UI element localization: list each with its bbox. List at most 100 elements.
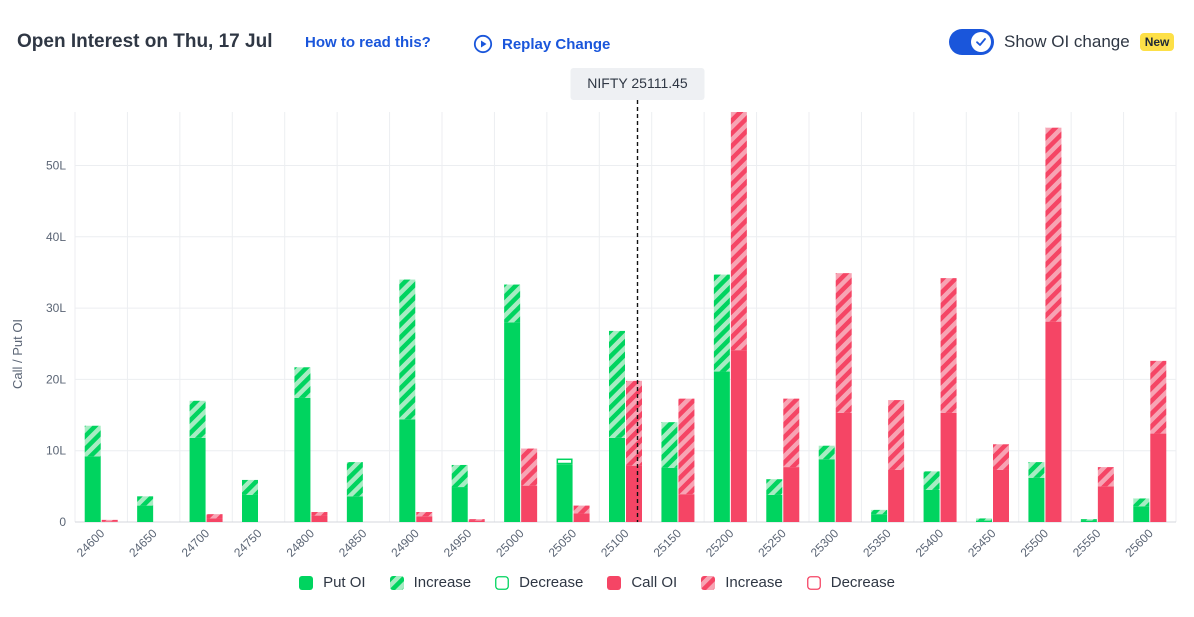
legend-label: Increase (725, 574, 783, 591)
page-title: Open Interest on Thu, 17 Jul (17, 31, 273, 52)
put-oi-bar (451, 487, 468, 522)
put-oi-increase-bar (137, 496, 154, 506)
put-oi-increase-bar (871, 509, 888, 515)
put-oi-bar (189, 437, 206, 522)
call-oi-bar (993, 469, 1009, 522)
put-oi-increase-bar (294, 367, 311, 398)
call-oi-increase-bar (468, 519, 485, 521)
put-oi-decrease-bar (556, 458, 573, 465)
call-oi-bar (888, 469, 905, 522)
x-tick-label: 25250 (755, 526, 789, 560)
spot-marker: NIFTY 25111.45 (570, 68, 705, 522)
put-oi-bar (661, 467, 678, 522)
call-oi-increase-bar (416, 512, 433, 517)
call-oi-increase-bar (1150, 360, 1167, 434)
legend-item[interactable]: Increase (701, 574, 783, 591)
show-oi-change-control: Show OI change New (949, 29, 1175, 55)
x-tick-label: 25100 (598, 526, 632, 560)
call-oi-increase-bar (940, 278, 957, 413)
put-oi-bar (818, 459, 835, 522)
y-tick-label: 20L (46, 372, 66, 386)
call-oi-bar (783, 467, 800, 522)
put-oi-bar (766, 494, 783, 522)
put-oi-bar (976, 520, 992, 522)
put-oi-increase-bar (609, 330, 625, 438)
x-tick-label: 24650 (126, 526, 160, 560)
replay-change-label: Replay Change (502, 35, 611, 53)
legend-item[interactable]: Increase (389, 574, 472, 591)
how-to-read-link[interactable]: How to read this? (305, 34, 431, 51)
new-badge: New (1139, 33, 1175, 51)
put-oi-bar (609, 437, 625, 522)
put-oi-bar (871, 514, 888, 522)
call-oi-bar (835, 412, 852, 522)
x-tick-label: 25150 (651, 526, 685, 560)
put-oi-increase-bar (1133, 498, 1150, 507)
call-oi-bar (1150, 433, 1167, 522)
x-tick-label: 24750 (231, 526, 265, 560)
legend-label: Call OI (631, 574, 678, 591)
grid-lines (74, 112, 1177, 523)
put-oi-increase-bar (1028, 462, 1045, 478)
show-oi-change-label: Show OI change (1004, 32, 1130, 51)
x-tick-label: 25300 (808, 526, 842, 560)
oi-bar-chart: 0 10L 20L 30L 40L 50L Call / Put OI 24600 2465… (10, 68, 1177, 560)
y-tick-label: 30L (46, 301, 66, 315)
legend-label: Decrease (519, 574, 584, 591)
replay-change-button[interactable]: Replay Change (473, 34, 610, 54)
call-oi-bar (730, 350, 747, 522)
x-tick-label: 25350 (860, 526, 894, 560)
call-oi-increase-bar (521, 448, 538, 486)
put-oi-increase-bar (766, 479, 783, 495)
call-oi-bar (940, 412, 957, 522)
legend-item[interactable]: Put OI (299, 574, 366, 591)
legend-item[interactable]: Decrease (495, 574, 583, 591)
call-oi-bar (311, 515, 328, 522)
put-oi-bar (399, 419, 416, 522)
chart-header: Open Interest on Thu, 17 Jul How to read… (0, 0, 1194, 80)
show-oi-change-toggle[interactable] (949, 29, 994, 55)
x-tick-label: 25000 (493, 526, 527, 560)
put-oi-increase-bar (818, 445, 835, 460)
x-tick-label: 25600 (1122, 526, 1156, 560)
call-oi-bar (468, 520, 485, 522)
call-oi-bar (206, 518, 223, 522)
put-oi-bar (294, 397, 311, 522)
x-tick-label: 24600 (74, 526, 108, 560)
legend-swatch (701, 575, 716, 590)
put-oi-bar (504, 322, 521, 522)
spot-price-label: NIFTY 25111.45 (587, 75, 688, 91)
legend-swatch (389, 575, 404, 590)
call-oi-increase-bar (835, 273, 852, 413)
y-axis-ticks: 0 10L 20L 30L 40L 50L (46, 158, 66, 529)
put-oi-bar (556, 464, 573, 522)
call-oi-increase-bar (1045, 127, 1062, 322)
put-oi-bar (1080, 520, 1097, 522)
put-oi-bar (84, 456, 101, 522)
call-oi-bar (416, 516, 433, 522)
put-oi-increase-bar (399, 279, 416, 420)
legend-label: Increase (413, 574, 472, 591)
chart-legend: Put OI Increase Decrease Call OI Increase Dec… (0, 574, 1194, 591)
x-tick-label: 25200 (703, 526, 737, 560)
legend-item[interactable]: Call OI (607, 574, 677, 591)
put-oi-increase-bar (189, 400, 206, 438)
call-oi-bar (1045, 321, 1062, 522)
put-oi-increase-bar (242, 479, 258, 495)
x-tick-label: 25400 (913, 526, 947, 560)
legend-label: Decrease (830, 574, 895, 591)
put-oi-increase-bar (1080, 519, 1097, 521)
call-oi-increase-bar (730, 112, 747, 351)
put-oi-bar (923, 489, 940, 522)
legend-swatch (806, 575, 821, 590)
check-icon (971, 32, 991, 52)
call-oi-bar (573, 513, 590, 522)
x-tick-label: 25450 (965, 526, 999, 560)
put-oi-increase-bar (923, 471, 940, 490)
play-circle-icon (473, 34, 493, 54)
put-oi-increase-bar (451, 464, 468, 488)
call-oi-increase-bar (888, 400, 905, 470)
x-tick-label: 25050 (546, 526, 580, 560)
put-oi-increase-bar (84, 425, 101, 457)
legend-item[interactable]: Decrease (806, 574, 895, 591)
